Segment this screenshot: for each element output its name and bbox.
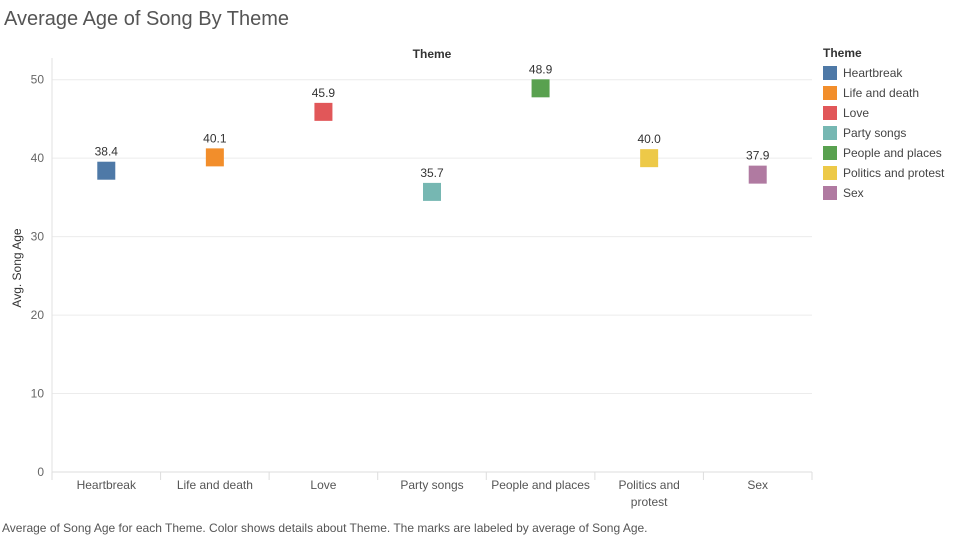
- legend-item[interactable]: Love: [823, 103, 959, 123]
- y-tick-label: 40: [31, 151, 45, 165]
- data-point[interactable]: [314, 102, 333, 121]
- legend-label: Heartbreak: [843, 66, 903, 80]
- legend-swatch: [823, 186, 837, 200]
- x-tick-label: Party songs: [400, 478, 463, 492]
- legend-item[interactable]: Sex: [823, 183, 959, 203]
- x-tick-label: Life and death: [177, 478, 253, 492]
- legend-label: Life and death: [843, 86, 920, 100]
- x-tick-label: People and places: [491, 478, 590, 492]
- chart-title: Average Age of Song By Theme: [4, 8, 290, 30]
- x-tick-label: Politics and: [618, 478, 679, 492]
- legend: Theme Heartbreak Life and death Love Party …: [823, 46, 959, 203]
- y-tick-label: 0: [37, 465, 44, 479]
- data-point[interactable]: [531, 79, 550, 98]
- legend-label: Politics and protest: [843, 166, 945, 180]
- legend-label: Sex: [843, 186, 864, 200]
- data-label: 38.4: [95, 145, 119, 159]
- column-header-label: Theme: [413, 47, 452, 61]
- data-point[interactable]: [640, 149, 659, 168]
- data-label: 35.7: [420, 166, 444, 180]
- legend-label: Love: [843, 106, 870, 120]
- y-tick-label: 50: [31, 73, 45, 87]
- legend-swatch: [823, 66, 837, 80]
- axes: 0 10 20 30 40 50 Heartbreak Life and death Love P…: [31, 58, 813, 509]
- legend-label: People and places: [843, 146, 942, 160]
- x-tick-label: Sex: [747, 478, 768, 492]
- data-label: 45.9: [312, 86, 336, 100]
- data-label: 40.1: [203, 131, 227, 145]
- data-label: 40.0: [637, 132, 661, 146]
- legend-title: Theme: [823, 46, 862, 60]
- chart-caption: Average of Song Age for each Theme. Colo…: [2, 521, 648, 535]
- legend-item[interactable]: Party songs: [823, 123, 959, 143]
- data-label: 37.9: [746, 149, 770, 163]
- x-tick-label: Love: [310, 478, 336, 492]
- legend-label: Party songs: [843, 126, 907, 140]
- legend-item[interactable]: Politics and protest: [823, 163, 959, 183]
- y-tick-label: 20: [31, 308, 45, 322]
- data-label: 48.9: [529, 62, 553, 76]
- legend-swatch: [823, 106, 837, 120]
- data-point[interactable]: [423, 182, 441, 201]
- y-axis-label: Avg. Song Age: [10, 228, 24, 308]
- legend-swatch: [823, 86, 837, 100]
- legend-item[interactable]: Heartbreak: [823, 63, 959, 83]
- x-tick-label: protest: [631, 495, 668, 509]
- data-point[interactable]: [748, 165, 767, 184]
- legend-item[interactable]: People and places: [823, 143, 959, 163]
- y-tick-label: 10: [31, 387, 45, 401]
- x-tick-label: Heartbreak: [77, 478, 137, 492]
- gridlines: [52, 79, 812, 395]
- data-point[interactable]: [97, 161, 116, 180]
- y-tick-label: 30: [31, 230, 45, 244]
- legend-swatch: [823, 146, 837, 160]
- data-point[interactable]: [205, 148, 224, 167]
- legend-item[interactable]: Life and death: [823, 83, 959, 103]
- data-marks: 38.4 40.1 45.9 35.7 48.9 40.0 37.9: [95, 62, 770, 201]
- legend-swatch: [823, 126, 837, 140]
- legend-swatch: [823, 166, 837, 180]
